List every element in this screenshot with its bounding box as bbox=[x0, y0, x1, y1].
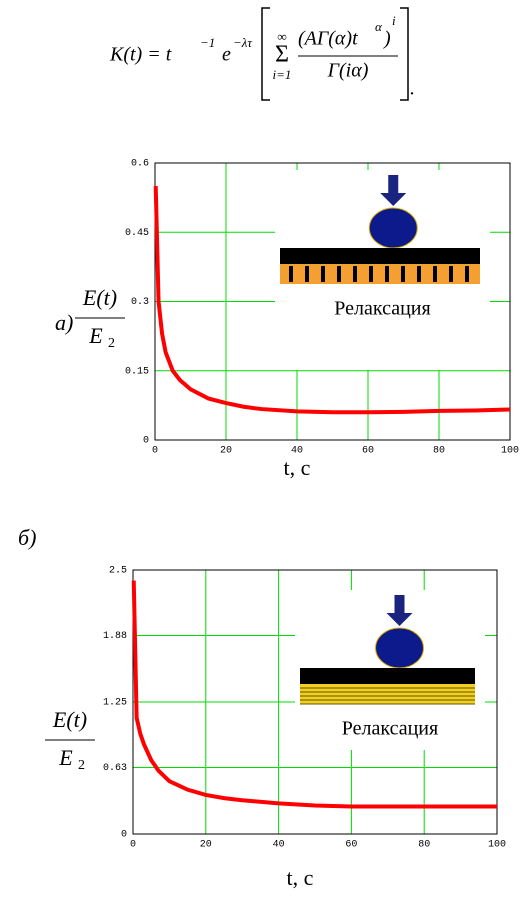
inset: Релаксация bbox=[295, 590, 485, 750]
sample-top bbox=[280, 248, 480, 264]
sample-stripe bbox=[305, 266, 309, 282]
annotation: Релаксация bbox=[334, 298, 430, 320]
indenter bbox=[376, 628, 424, 668]
panel-label: б) bbox=[18, 525, 36, 550]
y-tick-label: 0.45 bbox=[125, 228, 149, 239]
y-tick-label: 0.3 bbox=[131, 297, 149, 308]
y-tick-label: 1.25 bbox=[103, 698, 127, 709]
x-tick-label: 100 bbox=[501, 446, 519, 457]
numerator-power: i bbox=[392, 13, 396, 28]
sum-sign: Σ bbox=[275, 42, 289, 68]
y-label-top: E(t) bbox=[82, 285, 117, 310]
sample-stripe bbox=[465, 266, 469, 282]
formula-lhs: K(t) = t bbox=[109, 44, 172, 66]
arrow-shaft bbox=[388, 175, 398, 193]
inset: Релаксация bbox=[275, 170, 490, 370]
sample-stripe bbox=[337, 266, 341, 282]
x-label: t, c bbox=[287, 865, 314, 890]
sample-stripe bbox=[385, 266, 389, 282]
annotation: Релаксация bbox=[342, 718, 438, 740]
y-tick-label: 0 bbox=[143, 436, 149, 447]
sample-stripe bbox=[401, 266, 405, 282]
formula: K(t) = t −1 e −λτ ∞ Σ i=1 (AΓ(α)t α ) i … bbox=[109, 8, 415, 100]
y-label-sub: 2 bbox=[78, 758, 85, 773]
sample-stripe bbox=[417, 266, 421, 282]
y-tick-label: 0.63 bbox=[103, 763, 127, 774]
x-tick-label: 60 bbox=[345, 840, 357, 851]
sample-stripe bbox=[321, 266, 325, 282]
x-tick-label: 20 bbox=[220, 446, 232, 457]
formula-exponent: −λτ bbox=[233, 35, 253, 50]
y-label-bottom: E bbox=[88, 323, 103, 348]
x-tick-label: 60 bbox=[362, 446, 374, 457]
sample-stripe bbox=[433, 266, 437, 282]
sample-top bbox=[300, 668, 475, 684]
indenter bbox=[369, 208, 417, 248]
y-tick-label: 0 bbox=[121, 830, 127, 841]
y-label-bottom: E bbox=[58, 745, 73, 770]
x-tick-label: 80 bbox=[418, 840, 430, 851]
numerator-exponent: α bbox=[375, 19, 383, 34]
y-label-sub: 2 bbox=[108, 336, 115, 351]
x-label: t, c bbox=[284, 455, 311, 480]
sample-body bbox=[300, 684, 475, 704]
y-tick-label: 0.15 bbox=[125, 366, 149, 377]
sample-stripe bbox=[289, 266, 293, 282]
sample-stripe bbox=[449, 266, 453, 282]
x-tick-label: 20 bbox=[200, 840, 212, 851]
y-label-top: E(t) bbox=[52, 707, 87, 732]
y-tick-label: 2.5 bbox=[109, 566, 127, 577]
sum-bottom: i=1 bbox=[273, 67, 292, 82]
sample-stripe bbox=[369, 266, 373, 282]
numerator-close: ) bbox=[383, 28, 391, 50]
y-tick-label: 1.88 bbox=[103, 631, 127, 642]
sample-stripe bbox=[353, 266, 357, 282]
x-tick-label: 100 bbox=[488, 840, 506, 851]
numerator: (AΓ(α)t bbox=[298, 28, 358, 50]
formula-end: . bbox=[410, 78, 415, 100]
x-tick-label: 0 bbox=[130, 840, 136, 851]
panel-label: a) bbox=[55, 310, 73, 335]
denominator: Γ(iα) bbox=[327, 60, 369, 82]
figure: K(t) = t −1 e −λτ ∞ Σ i=1 (AΓ(α)t α ) i … bbox=[0, 0, 520, 906]
formula-e: e bbox=[222, 44, 231, 66]
arrow-shaft bbox=[395, 595, 405, 613]
x-tick-label: 80 bbox=[433, 446, 445, 457]
formula-exponent: −1 bbox=[200, 35, 215, 50]
x-tick-label: 0 bbox=[152, 446, 158, 457]
y-tick-label: 0.6 bbox=[131, 159, 149, 170]
x-tick-label: 40 bbox=[273, 840, 285, 851]
